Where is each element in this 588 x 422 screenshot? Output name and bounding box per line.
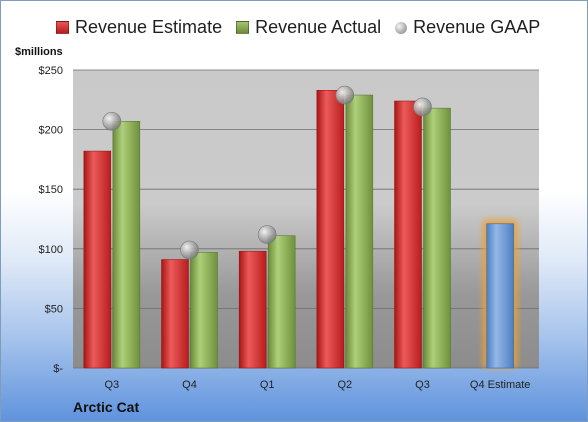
y-tick-label: $50 (45, 303, 63, 315)
y-tick-label: $100 (39, 244, 63, 256)
legend-label-actual: Revenue Actual (255, 17, 382, 37)
point-revenue-gaap (335, 85, 355, 105)
bar-revenue-actual (267, 235, 296, 369)
x-tick-label: Q3 (104, 379, 119, 391)
bar-revenue-estimate (238, 250, 267, 369)
y-tick-label: $200 (39, 125, 63, 137)
x-tick-label: Q3 (415, 379, 430, 391)
legend-swatch-actual (236, 21, 250, 34)
company-name: Arctic Cat (73, 399, 140, 415)
y-axis-units-label: $millions (15, 46, 63, 58)
legend-label-gaap: Revenue GAAP (413, 17, 541, 37)
legend-swatch-gaap (395, 21, 408, 34)
bar-estimate-highlight (486, 223, 514, 369)
legend-label-estimate: Revenue Estimate (75, 17, 223, 37)
legend-swatch-estimate (56, 21, 69, 34)
x-tick-label: Q4 Estimate (470, 379, 531, 391)
bar-revenue-estimate (83, 150, 112, 369)
bar-revenue-actual (423, 107, 451, 369)
point-revenue-gaap (102, 111, 122, 131)
x-tick-label: Q4 (182, 379, 197, 391)
bar-revenue-estimate (161, 259, 189, 369)
x-tick-label: Q2 (337, 379, 352, 391)
bar-revenue-estimate (316, 90, 345, 369)
point-revenue-gaap (180, 240, 199, 260)
legend-item-revenue-actual: Revenue Actual (236, 17, 381, 38)
legend-item-revenue-gaap: Revenue GAAP (395, 17, 540, 38)
legend: Revenue Estimate Revenue Actual Revenue … (56, 17, 554, 38)
y-tick-label: $250 (39, 65, 63, 77)
x-tick-label: Q1 (260, 379, 275, 391)
legend-item-revenue-estimate: Revenue Estimate (56, 17, 222, 38)
plot-area (73, 70, 539, 368)
bar-revenue-actual (112, 121, 141, 369)
bar-revenue-actual (190, 252, 218, 369)
point-revenue-gaap (413, 97, 432, 117)
y-tick-label: $150 (39, 184, 63, 196)
bar-revenue-actual (345, 94, 374, 369)
y-tick-label: $- (53, 363, 63, 375)
point-revenue-gaap (257, 225, 277, 244)
bar-revenue-estimate (394, 100, 422, 369)
